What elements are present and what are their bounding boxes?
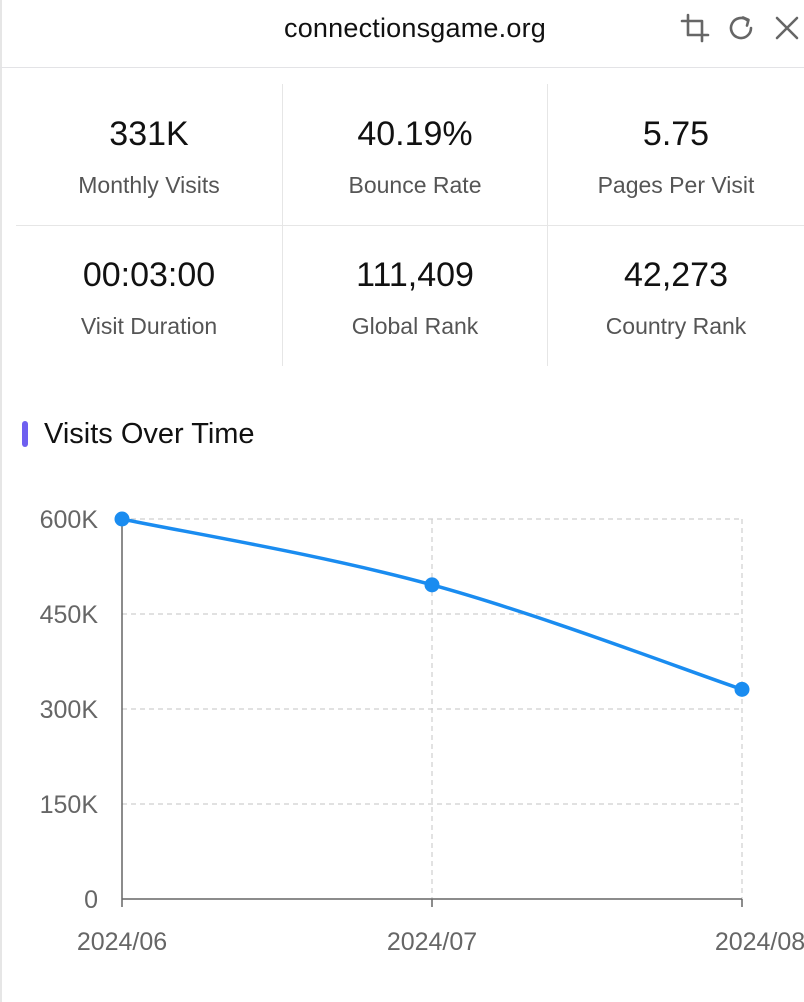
stats-grid: 331K Monthly Visits 40.19% Bounce Rate 5… [16,84,804,366]
stat-label: Global Rank [351,313,479,339]
stat-country-rank: 42,273 Country Rank [548,225,804,366]
stat-value: 5.75 [642,115,710,153]
crop-icon [680,13,710,43]
section-title-text: Visits Over Time [44,417,255,450]
stat-value: 111,409 [356,256,474,294]
stat-bounce-rate: 40.19% Bounce Rate [282,84,548,225]
data-point [734,681,750,697]
header-actions [666,10,804,46]
x-tick-label: 2024/07 [387,928,477,956]
stat-label: Monthly Visits [78,172,220,198]
section-accent-bar [22,421,28,447]
stat-label: Country Rank [605,313,747,339]
visits-line-chart: 0 150K 300K 450K 600K 2024/06 2024/07 2024/08 [40,506,804,956]
section-heading: Visits Over Time [22,414,255,454]
stat-pages-per-visit: 5.75 Pages Per Visit [548,84,804,225]
grid-divider [16,225,804,226]
x-tick-label: 2024/08 [715,928,804,956]
y-tick-label: 300K [40,696,99,724]
stat-global-rank: 111,409 Global Rank [282,225,548,366]
close-button[interactable] [770,11,804,45]
data-point [424,577,440,593]
data-point [114,511,130,527]
y-tick-label: 600K [40,506,99,534]
panel-header: connectionsgame.org [0,0,804,68]
stat-value: 00:03:00 [82,256,216,294]
y-tick-label: 0 [84,886,98,914]
y-tick-label: 150K [40,791,99,819]
stat-visit-duration: 00:03:00 Visit Duration [16,225,282,366]
stat-label: Visit Duration [80,313,218,339]
y-tick-label: 450K [40,601,99,629]
site-title: connectionsgame.org [284,13,546,43]
stat-value: 40.19% [357,115,473,153]
refresh-button[interactable] [724,11,758,45]
stat-value: 331K [109,115,189,153]
stat-label: Pages Per Visit [597,172,755,198]
stat-label: Bounce Rate [348,172,482,198]
panel-edge [0,0,2,1002]
stat-value: 42,273 [624,256,728,294]
refresh-icon [729,16,753,40]
stat-monthly-visits: 331K Monthly Visits [16,84,282,225]
close-icon [775,16,799,40]
x-tick-label: 2024/06 [77,928,167,956]
crop-button[interactable] [678,11,712,45]
